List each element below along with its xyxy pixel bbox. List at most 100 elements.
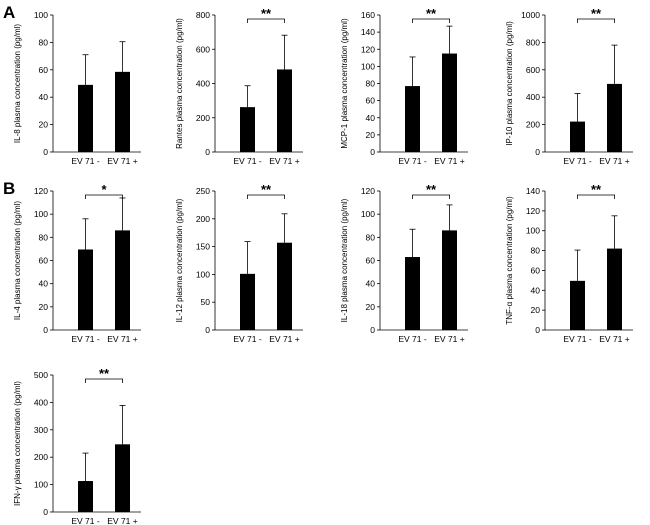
y-tick-label: 40	[39, 92, 49, 102]
y-tick-label: 0	[205, 147, 210, 157]
y-tick-label: 20	[39, 120, 49, 130]
y-tick-label: 100	[361, 209, 375, 219]
category-label: EV 71 -	[563, 156, 592, 166]
bar	[78, 249, 93, 330]
y-tick-label: 800	[526, 37, 540, 47]
bar-chart-7: 0 20 40 60 80 100 120 IL-18 plasma concentratio…	[340, 182, 468, 344]
category-label: EV 71 +	[434, 156, 465, 166]
significance-marker: **	[591, 182, 602, 197]
y-tick-label: 0	[370, 147, 375, 157]
y-axis-title: IL-12 plasma concentration (pg/ml)	[175, 198, 184, 322]
y-tick-label: 60	[39, 256, 49, 266]
bar	[607, 83, 622, 152]
y-tick-label: 0	[43, 147, 48, 157]
bar-chart-8: 0 20 40 60 80 100 120 140 TNF-α plasma concentra…	[505, 182, 633, 344]
bar-chart-4: 0 200 400 600 800 1000 IP-10 plasma concentrat…	[505, 6, 633, 166]
y-tick-label: 1000	[521, 10, 540, 20]
y-tick-label: 20	[366, 130, 376, 140]
bar	[240, 273, 255, 330]
y-tick-label: 80	[531, 246, 541, 256]
y-tick-label: 250	[196, 186, 210, 196]
category-label: EV 71 -	[71, 334, 100, 344]
y-tick-label: 80	[39, 37, 49, 47]
y-tick-label: 80	[366, 79, 376, 89]
significance-bracket	[577, 194, 615, 199]
y-tick-label: 0	[535, 147, 540, 157]
panel-label-a: A	[3, 3, 15, 22]
y-tick-label: 200	[526, 120, 540, 130]
y-tick-label: 20	[531, 305, 541, 315]
y-tick-label: 200	[34, 452, 48, 462]
significance-marker: **	[591, 6, 602, 21]
y-tick-label: 60	[366, 256, 376, 266]
bar-chart-9: 0 100 200 300 400 500 IFN-γ plasma concentrati…	[13, 366, 141, 525]
bar-chart-3: 0 20 40 60 80 100 120 140 160 MCP-1 plasma concen…	[340, 6, 468, 166]
bar	[570, 280, 585, 330]
y-axis-title: Rantes plasma concentration (pg/ml)	[175, 18, 184, 149]
bar-chart-2: 0 200 400 600 800 Rantes plasma concentration…	[175, 6, 303, 166]
bar-chart-5: 0 20 40 60 80 100 120 IL-4 plasma concentration…	[13, 182, 141, 344]
category-label: EV 71 +	[107, 516, 138, 525]
bar-chart-1: 0 20 40 60 80 100 IL-8 plasma concentration (p…	[13, 10, 141, 166]
y-tick-label: 0	[43, 507, 48, 517]
bar	[277, 69, 292, 152]
category-label: EV 71 -	[233, 334, 262, 344]
y-axis-title: IFN-γ plasma concentration (pg/ml)	[13, 381, 22, 506]
category-label: EV 71 -	[563, 334, 592, 344]
significance-bracket	[577, 18, 615, 23]
y-tick-label: 100	[196, 269, 210, 279]
y-tick-label: 800	[196, 10, 210, 20]
y-tick-label: 20	[366, 302, 376, 312]
y-tick-label: 600	[526, 65, 540, 75]
y-tick-label: 120	[361, 186, 375, 196]
bar	[405, 86, 420, 152]
y-tick-label: 40	[39, 279, 49, 289]
y-tick-label: 120	[526, 206, 540, 216]
category-label: EV 71 +	[599, 334, 630, 344]
y-tick-label: 150	[196, 242, 210, 252]
y-tick-label: 80	[366, 232, 376, 242]
y-tick-label: 300	[34, 425, 48, 435]
y-tick-label: 40	[531, 285, 541, 295]
y-tick-label: 100	[34, 480, 48, 490]
y-tick-label: 160	[361, 10, 375, 20]
y-axis-title: TNF-α plasma concentration (pg/ml)	[505, 196, 514, 325]
y-axis-title: MCP-1 plasma concentration (pg/ml)	[340, 18, 349, 149]
y-tick-label: 80	[39, 232, 49, 242]
bar	[442, 230, 457, 330]
y-tick-label: 140	[361, 27, 375, 37]
significance-marker: **	[261, 182, 272, 197]
y-tick-label: 200	[196, 214, 210, 224]
significance-bracket	[85, 378, 123, 383]
y-axis-title: IL-8 plasma concentration (pg/ml)	[13, 24, 22, 144]
panel-label-b: B	[3, 179, 15, 198]
y-tick-label: 40	[366, 279, 376, 289]
category-label: EV 71 -	[398, 334, 427, 344]
y-tick-label: 200	[196, 113, 210, 123]
y-tick-label: 60	[531, 265, 541, 275]
significance-bracket	[412, 194, 450, 199]
y-tick-label: 400	[34, 397, 48, 407]
category-label: EV 71 +	[107, 156, 138, 166]
bar	[115, 71, 130, 152]
significance-bracket	[412, 18, 450, 23]
category-label: EV 71 +	[269, 156, 300, 166]
bar	[115, 444, 130, 512]
significance-marker: **	[261, 6, 272, 21]
bar	[570, 121, 585, 152]
category-label: EV 71 +	[107, 334, 138, 344]
y-tick-label: 100	[34, 209, 48, 219]
significance-marker: **	[426, 6, 437, 21]
significance-marker: *	[101, 182, 107, 197]
y-axis-title: IL-18 plasma concentration (pg/ml)	[340, 198, 349, 322]
bar	[78, 481, 93, 512]
y-tick-label: 100	[526, 226, 540, 236]
y-axis-title: IP-10 plasma concentration (pg/ml)	[505, 21, 514, 146]
significance-marker: **	[99, 366, 110, 381]
category-label: EV 71 -	[398, 156, 427, 166]
bar	[277, 242, 292, 330]
y-tick-label: 20	[39, 302, 49, 312]
y-tick-label: 120	[361, 44, 375, 54]
y-tick-label: 0	[535, 325, 540, 335]
